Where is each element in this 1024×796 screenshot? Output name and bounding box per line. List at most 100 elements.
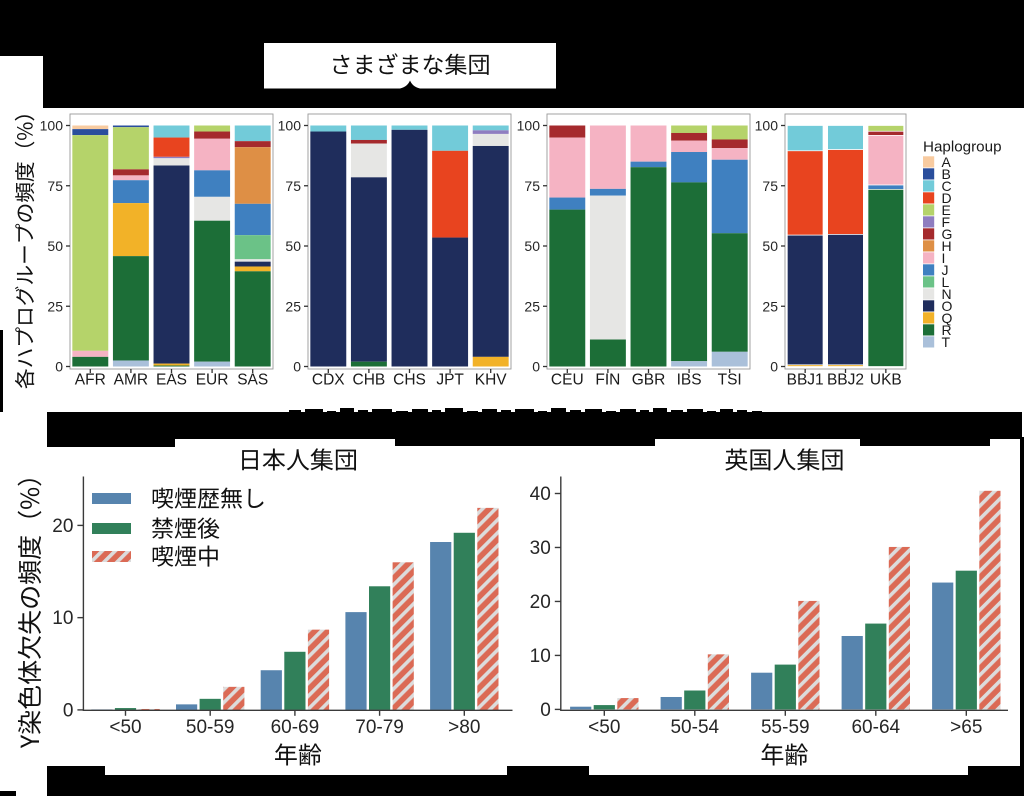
bar-UKB-segment-G bbox=[867, 130, 905, 136]
redaction-mid-lobe-left bbox=[47, 439, 175, 447]
bar-CHB-segment-G bbox=[350, 139, 387, 144]
bar-BBJ2-segment-O bbox=[827, 234, 864, 366]
x-category-label-CHS: CHS bbox=[393, 372, 426, 389]
bar-CHS-segment-C bbox=[391, 125, 428, 130]
glyph-集 bbox=[797, 448, 820, 471]
x-category-label-BBJ1: BBJ1 bbox=[787, 372, 824, 389]
bar-SAS-segment-G bbox=[234, 141, 271, 148]
y-tick-label: 10 bbox=[52, 608, 73, 629]
y-tick-label: 0 bbox=[540, 700, 551, 721]
legend-swatch-2 bbox=[92, 551, 131, 562]
x-axis-label bbox=[761, 743, 808, 766]
y-tick-label: 75 bbox=[762, 178, 778, 194]
x-category-label-UKB: UKB bbox=[870, 372, 902, 389]
bar-UKB-segment-E bbox=[867, 125, 905, 132]
legend-swatch-C bbox=[923, 180, 935, 192]
bar-FIN bbox=[589, 125, 626, 367]
bar-GBR-segment-R bbox=[630, 167, 667, 367]
glyph-煙 bbox=[174, 545, 197, 567]
legend-label-E: E bbox=[942, 202, 951, 218]
bar-AMR-segment-T bbox=[112, 360, 149, 367]
bar-JPT-segment-O bbox=[432, 237, 469, 367]
bar-UKB-segment-J bbox=[867, 184, 905, 190]
y-tick-label: 25 bbox=[524, 298, 540, 314]
glyph-無 bbox=[220, 487, 243, 509]
bar-GBR bbox=[630, 125, 667, 367]
bar-EUR-segment-G bbox=[194, 131, 231, 139]
y-tick-label: 100 bbox=[755, 118, 779, 134]
y-tick-label: 0 bbox=[770, 359, 778, 375]
bar-IBS-segment-I bbox=[671, 140, 708, 153]
bar-CHB-segment-C bbox=[350, 125, 387, 140]
glyph-染 bbox=[17, 710, 41, 734]
bar-JPT-segment-D bbox=[432, 150, 469, 238]
glyph-体 bbox=[18, 660, 41, 685]
bar-CHB bbox=[350, 125, 387, 367]
legend-swatch-J bbox=[923, 264, 935, 276]
y-tick-label: 25 bbox=[285, 298, 301, 314]
glyph-ま bbox=[356, 54, 373, 75]
glyph-ハ bbox=[17, 349, 33, 367]
bar-TSI-segment-R bbox=[711, 233, 748, 352]
bar-BBJ2-segment-D bbox=[827, 149, 864, 235]
bar-BBJ2-segment-C bbox=[827, 125, 864, 150]
legend-label-G: G bbox=[942, 226, 953, 242]
legend-swatch-T bbox=[923, 336, 935, 348]
glyph-人 bbox=[286, 449, 310, 471]
x-category-label-70-79: 70-79 bbox=[355, 717, 404, 738]
y-tick-label: 20 bbox=[530, 592, 551, 613]
glyph-度 bbox=[15, 162, 35, 182]
x-category-label-SAS: SAS bbox=[237, 372, 268, 389]
bar-BBJ1-segment-C bbox=[786, 125, 824, 152]
bar-KHV-segment-Q bbox=[472, 356, 509, 367]
bar-EAS-segment-C bbox=[153, 125, 190, 138]
glyph-失 bbox=[17, 610, 42, 634]
bar-SAS-segment-C bbox=[234, 125, 271, 142]
bar-AMR-segment-B bbox=[112, 125, 149, 128]
x-category-label-AFR: AFR bbox=[75, 372, 106, 389]
bar-AMR-segment-E bbox=[112, 127, 149, 170]
legend-swatch-H bbox=[923, 240, 935, 252]
bar-BBJ1 bbox=[786, 125, 824, 367]
bar-CHS bbox=[391, 125, 428, 367]
bar-FIN-segment-N bbox=[589, 195, 626, 340]
redacted-glyph-tip bbox=[585, 409, 602, 413]
bar-SAS-segment-L bbox=[234, 235, 271, 260]
glyph-中 bbox=[199, 545, 218, 567]
x-category-label-JPT: JPT bbox=[436, 372, 464, 389]
bar-AMR-segment-G bbox=[112, 169, 149, 176]
y-tick-label: 25 bbox=[47, 298, 63, 314]
bar-BBJ1-segment-Q bbox=[786, 364, 824, 367]
bar-UKB-segment-I bbox=[867, 135, 905, 186]
glyph-度 bbox=[17, 535, 42, 560]
bar-CEU bbox=[549, 125, 586, 367]
bar->65-0 bbox=[932, 582, 954, 710]
x-category-label-TSI: TSI bbox=[718, 372, 742, 389]
x-category-label-FIN: FIN bbox=[595, 372, 620, 389]
legend-label-A: A bbox=[942, 154, 952, 170]
x-category-label-AMR: AMR bbox=[114, 372, 148, 389]
redacted-glyph-tip bbox=[551, 408, 566, 413]
bar-AFR-segment-R bbox=[72, 356, 109, 367]
bar-CEU-segment-G bbox=[549, 125, 586, 138]
glyph-各 bbox=[14, 369, 35, 389]
smoking-legend bbox=[92, 487, 264, 567]
x-category-label-CEU: CEU bbox=[551, 372, 584, 389]
legend-label-D: D bbox=[942, 190, 952, 206]
glyph-集 bbox=[310, 448, 334, 471]
legend-swatch-R bbox=[923, 324, 935, 336]
bar-AMR bbox=[112, 125, 149, 367]
glyph-（ bbox=[14, 141, 35, 147]
y-tick-label: 100 bbox=[40, 118, 64, 134]
bar-60-69-2 bbox=[307, 629, 330, 710]
x-category-label-<50: <50 bbox=[588, 717, 620, 738]
bar-BBJ1-segment-O bbox=[786, 234, 824, 366]
redacted-glyph-tip bbox=[289, 410, 301, 413]
bar-JPT bbox=[432, 125, 469, 367]
annotation-label-text bbox=[333, 53, 489, 75]
bar-<50-2 bbox=[617, 698, 639, 710]
glyph-国 bbox=[750, 449, 771, 471]
x-category-label-50-59: 50-59 bbox=[186, 717, 235, 738]
